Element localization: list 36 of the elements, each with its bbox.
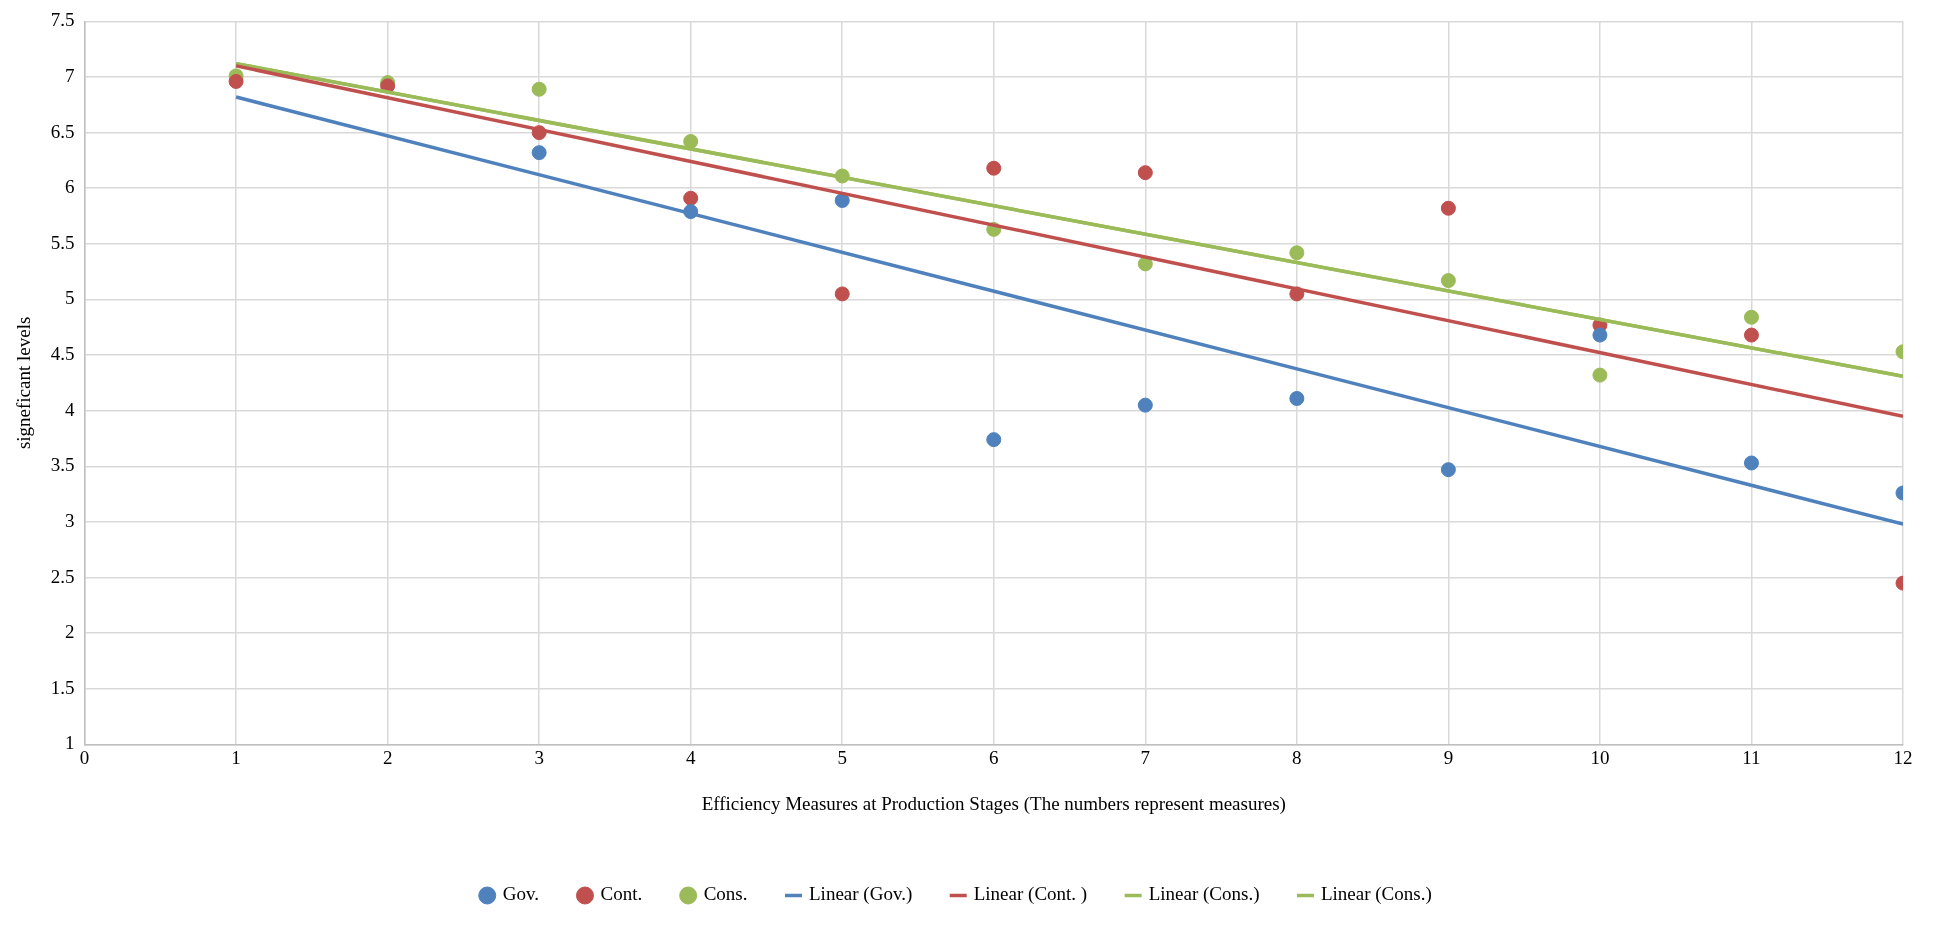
x-tick-label: 12 (1893, 746, 1913, 768)
y-tick-label: 5 (65, 287, 75, 309)
x-tick-label: 7 (1140, 746, 1151, 768)
x-tick-label: 3 (534, 746, 544, 768)
y-tick-label: 5.5 (50, 231, 75, 253)
x-tick-label: 8 (1292, 746, 1302, 768)
y-tick-label: 4 (65, 398, 76, 420)
legend-label: Cons. (703, 883, 748, 905)
x-tick-label: 5 (837, 746, 847, 768)
y-tick-label: 1.5 (50, 676, 75, 698)
legend-label: Linear (Gov.) (809, 883, 913, 906)
y-tick-label: 2.5 (50, 565, 75, 587)
x-tick-label: 2 (382, 746, 393, 768)
y-tick-label: 7.5 (50, 9, 75, 31)
x-tick-label: 9 (1443, 746, 1454, 768)
x-tick-label: 6 (989, 746, 999, 768)
legend-label: Linear (Cons.) (1320, 883, 1432, 906)
x-tick-label: 1 (231, 746, 241, 768)
y-tick-label: 6 (65, 176, 75, 198)
legend-label: Linear (Cons.) (1148, 883, 1260, 906)
x-tick-label: 0 (79, 746, 90, 768)
x-axis-title: Efficiency Measures at Production Stages (The numbers represent measures) (701, 792, 1286, 815)
y-tick-label: 7 (65, 65, 75, 86)
y-tick-label: 4.5 (50, 343, 75, 365)
y-tick-label: 1 (65, 732, 75, 754)
x-tick-label: 10 (1590, 746, 1610, 768)
y-tick-label: 2 (65, 621, 75, 643)
y-tick-label: 3.5 (50, 454, 75, 476)
legend-label: Cont. (600, 883, 643, 905)
y-tick-label: 6.5 (50, 120, 75, 142)
x-tick-label: 4 (685, 746, 696, 768)
x-tick-label: 11 (1742, 746, 1761, 768)
legend-label: Gov. (502, 883, 539, 905)
legend-label: Linear (Cont. ) (973, 883, 1088, 906)
y-tick-label: 3 (65, 509, 75, 531)
y-axis-title: signeficant levels (13, 316, 35, 450)
